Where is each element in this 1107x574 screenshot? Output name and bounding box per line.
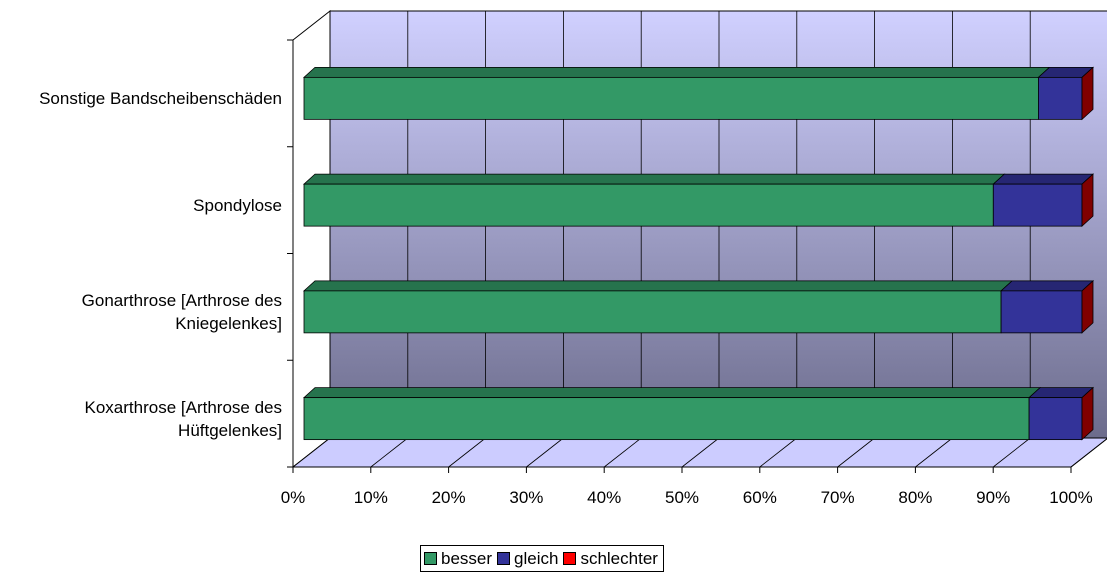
category-label: Gonarthrose [Arthrose des Kniegelenkes] xyxy=(81,290,282,333)
bar-schlechter-2 xyxy=(1081,173,1094,228)
floor-gridline xyxy=(526,437,564,468)
bar-gleich-2 xyxy=(992,173,1095,227)
legend-swatch-gleich xyxy=(497,552,511,565)
bar-besser-2 xyxy=(302,173,1006,227)
legend: besser gleich schlechter xyxy=(420,545,664,572)
x-tick-label: 100% xyxy=(1049,488,1092,507)
bar-besser-1 xyxy=(302,66,1051,120)
floor-gridline xyxy=(915,437,953,468)
x-tick-label: 20% xyxy=(432,488,466,507)
floor-gridline xyxy=(759,437,798,468)
floor-gridline xyxy=(837,437,875,468)
floor-gridline xyxy=(603,437,642,468)
floor-gridline xyxy=(448,437,486,468)
floor-gridline xyxy=(1070,438,1107,468)
legend-item-besser: besser xyxy=(424,549,492,569)
x-tick-label: 40% xyxy=(587,488,621,507)
x-tick-label: 30% xyxy=(509,488,543,507)
bar-gleich-1 xyxy=(1037,66,1095,120)
legend-swatch-besser xyxy=(424,552,437,565)
x-tick-label: 70% xyxy=(821,488,855,507)
legend-label-besser: besser xyxy=(441,548,493,568)
legend-item-gleich: gleich xyxy=(497,549,558,569)
bar-besser-4 xyxy=(302,387,1042,441)
bar-gleich-3 xyxy=(1000,280,1095,334)
legend-label-gleich: gleich xyxy=(514,548,559,568)
bar-besser-3 xyxy=(302,280,1014,334)
x-tick-label: 80% xyxy=(898,488,932,507)
legend-label-schlechter: schlechter xyxy=(580,548,658,568)
legend-swatch-schlechter xyxy=(563,552,577,565)
legend-item-schlechter: schlechter xyxy=(563,548,658,569)
floor-gridline xyxy=(370,437,409,468)
x-tick-label: 60% xyxy=(743,488,777,507)
category-label: Sonstige Bandscheibenschäden xyxy=(39,88,282,108)
x-tick-label: 10% xyxy=(354,488,388,507)
category-label: Spondylose xyxy=(193,195,282,215)
category-label: Koxarthrose [Arthrose des Hüftgelenkes] xyxy=(84,397,282,440)
x-tick-label: 50% xyxy=(665,488,699,507)
bar-gleich-4 xyxy=(1028,387,1095,441)
x-tick-label: 90% xyxy=(976,488,1010,507)
x-tick-label: 0% xyxy=(281,488,306,507)
bar-schlechter-3 xyxy=(1081,279,1094,334)
floor-gridline xyxy=(681,437,720,468)
floor-gridline xyxy=(992,437,1031,468)
bar-schlechter-4 xyxy=(1081,386,1094,441)
bar-schlechter-1 xyxy=(1081,66,1094,121)
